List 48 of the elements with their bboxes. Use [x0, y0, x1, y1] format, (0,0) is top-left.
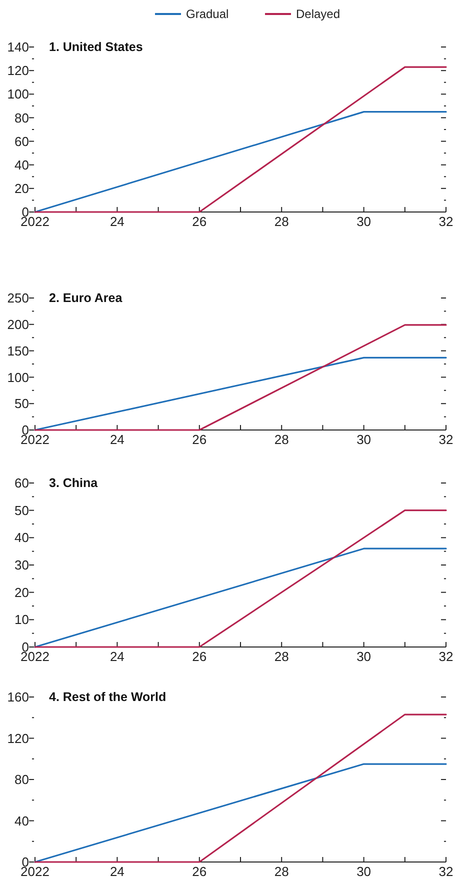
chart-title: 4. Rest of the World	[49, 690, 166, 704]
y-tick-label: 40	[14, 157, 29, 172]
y-tick-label: 50	[14, 502, 29, 518]
y-tick-label: 250	[7, 290, 29, 306]
x-tick-label: 26	[192, 214, 207, 229]
x-tick-label: 24	[110, 214, 124, 229]
x-tick-label: 28	[274, 432, 289, 447]
y-tick-label: 100	[7, 86, 29, 102]
y-tick-label: 160	[7, 690, 29, 705]
y-tick-label: 120	[7, 730, 29, 746]
x-tick-label: 32	[438, 214, 454, 229]
x-tick-label: 30	[356, 649, 372, 664]
y-tick-label: 80	[14, 110, 29, 126]
chart-title: 1. United States	[49, 40, 143, 54]
legend-label: Delayed	[296, 7, 340, 22]
y-tick-label: 10	[14, 612, 29, 628]
y-tick-label: 60	[14, 476, 29, 491]
y-tick-label: 100	[7, 370, 29, 385]
y-tick-label: 40	[14, 530, 29, 546]
x-tick-label: 26	[192, 649, 207, 664]
x-tick-label: 32	[438, 864, 454, 879]
y-tick-label: 140	[7, 40, 29, 55]
y-tick-label: 200	[7, 316, 29, 332]
y-tick-label: 20	[14, 180, 29, 196]
x-tick-label: 26	[192, 432, 207, 447]
x-tick-label: 24	[110, 432, 124, 447]
x-tick-label: 26	[192, 864, 207, 879]
chart-title: 2. Euro Area	[49, 291, 124, 305]
x-tick-label: 32	[438, 649, 454, 664]
y-tick-label: 20	[14, 584, 29, 600]
x-tick-label: 28	[274, 649, 289, 664]
x-tick-label: 30	[356, 864, 372, 879]
x-tick-label: 32	[438, 432, 454, 447]
y-tick-label: 60	[14, 134, 29, 149]
x-tick-label: 28	[274, 214, 289, 229]
y-tick-label: 50	[14, 396, 29, 412]
legend-label: Gradual	[186, 7, 229, 22]
x-tick-label: 28	[274, 864, 289, 879]
y-tick-label: 40	[14, 813, 29, 828]
y-tick-label: 150	[7, 343, 29, 358]
x-tick-label: 24	[110, 649, 124, 664]
x-tick-label: 30	[356, 214, 372, 229]
y-tick-label: 120	[7, 63, 29, 78]
y-tick-label: 80	[14, 772, 29, 788]
chart-title: 3. China	[49, 476, 99, 490]
x-tick-label: 24	[110, 864, 124, 879]
y-tick-label: 30	[14, 558, 29, 573]
x-tick-label: 30	[356, 432, 372, 447]
